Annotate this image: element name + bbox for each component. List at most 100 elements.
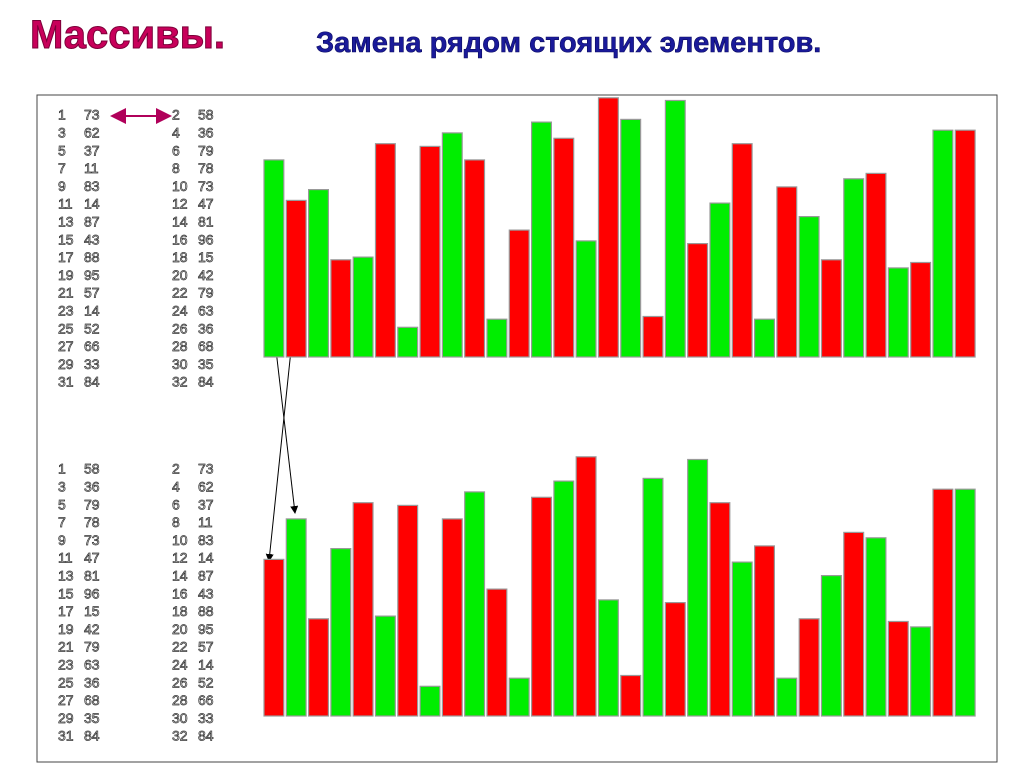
index-label: 4 (172, 125, 180, 141)
index-label: 22 (172, 639, 188, 655)
index-label: 24 (172, 657, 188, 673)
bar (330, 547, 352, 717)
bar (820, 574, 842, 717)
value-label: 14 (84, 196, 100, 212)
index-label: 30 (172, 710, 188, 726)
value-label: 84 (84, 728, 100, 744)
index-label: 6 (172, 496, 180, 512)
index-label: 4 (172, 479, 180, 495)
index-label: 14 (172, 214, 188, 230)
bar (932, 129, 954, 358)
index-label: 2 (172, 107, 180, 123)
index-label: 19 (58, 621, 74, 637)
bar (330, 259, 352, 358)
value-label: 33 (84, 356, 100, 372)
bar (486, 588, 508, 717)
bar (709, 502, 731, 717)
value-label: 37 (84, 142, 100, 158)
index-label: 8 (172, 514, 180, 530)
value-label: 62 (198, 479, 214, 495)
value-label: 81 (198, 214, 214, 230)
value-label: 87 (198, 568, 214, 584)
index-label: 15 (58, 231, 74, 247)
value-label: 36 (84, 674, 100, 690)
value-label: 84 (198, 374, 214, 390)
value-label: 73 (198, 461, 214, 477)
index-label: 8 (172, 160, 180, 176)
index-label: 25 (58, 674, 74, 690)
index-label: 10 (172, 532, 188, 548)
bar (910, 261, 932, 358)
value-label: 14 (198, 657, 214, 673)
index-label: 9 (58, 178, 66, 194)
value-label: 79 (198, 142, 214, 158)
bar (397, 326, 419, 358)
index-label: 12 (172, 550, 188, 566)
bar (419, 145, 441, 358)
index-label: 32 (172, 728, 188, 744)
bar (553, 137, 575, 358)
bar (776, 186, 798, 358)
bar (263, 558, 285, 717)
bar (464, 491, 486, 717)
bar (620, 674, 642, 717)
move-arrow (265, 349, 292, 562)
index-label: 23 (58, 303, 74, 319)
value-label: 68 (84, 692, 100, 708)
value-label: 15 (198, 249, 214, 265)
value-label: 35 (198, 356, 214, 372)
bar (776, 677, 798, 717)
value-label: 95 (198, 621, 214, 637)
value-label: 43 (84, 231, 100, 247)
index-label: 19 (58, 267, 74, 283)
bar (263, 159, 285, 358)
index-label: 9 (58, 532, 66, 548)
bar (687, 243, 709, 358)
index-label: 25 (58, 320, 74, 336)
bar (508, 677, 530, 717)
bar (285, 199, 307, 358)
bar (441, 518, 463, 717)
bar (374, 143, 396, 358)
bar (352, 502, 374, 717)
bar (731, 561, 753, 717)
index-label: 7 (58, 160, 66, 176)
index-label: 17 (58, 249, 74, 265)
value-label: 95 (84, 267, 100, 283)
bar (352, 256, 374, 358)
value-label: 42 (84, 621, 100, 637)
value-label: 43 (198, 585, 214, 601)
index-label: 18 (172, 603, 188, 619)
index-label: 10 (172, 178, 188, 194)
bar (575, 456, 597, 717)
value-label: 96 (198, 231, 214, 247)
index-label: 2 (172, 461, 180, 477)
bar (597, 599, 619, 717)
index-label: 3 (58, 125, 66, 141)
bar (731, 143, 753, 358)
index-label: 18 (172, 249, 188, 265)
index-label: 16 (172, 585, 188, 601)
value-label: 83 (84, 178, 100, 194)
index-label: 27 (58, 338, 74, 354)
bar (753, 545, 775, 717)
value-label: 88 (198, 603, 214, 619)
index-label: 27 (58, 692, 74, 708)
value-label: 58 (198, 107, 214, 123)
value-label: 88 (84, 249, 100, 265)
value-label: 42 (198, 267, 214, 283)
value-label: 11 (198, 514, 213, 530)
value-label: 81 (84, 568, 100, 584)
value-label: 66 (84, 338, 100, 354)
bar (530, 121, 552, 358)
bar (575, 240, 597, 358)
index-label: 29 (58, 710, 74, 726)
bar (464, 159, 486, 358)
bar (397, 504, 419, 717)
bar (308, 189, 330, 358)
value-label: 96 (84, 585, 100, 601)
index-label: 15 (58, 585, 74, 601)
bar (620, 118, 642, 358)
value-label: 36 (198, 320, 214, 336)
index-label: 32 (172, 374, 188, 390)
